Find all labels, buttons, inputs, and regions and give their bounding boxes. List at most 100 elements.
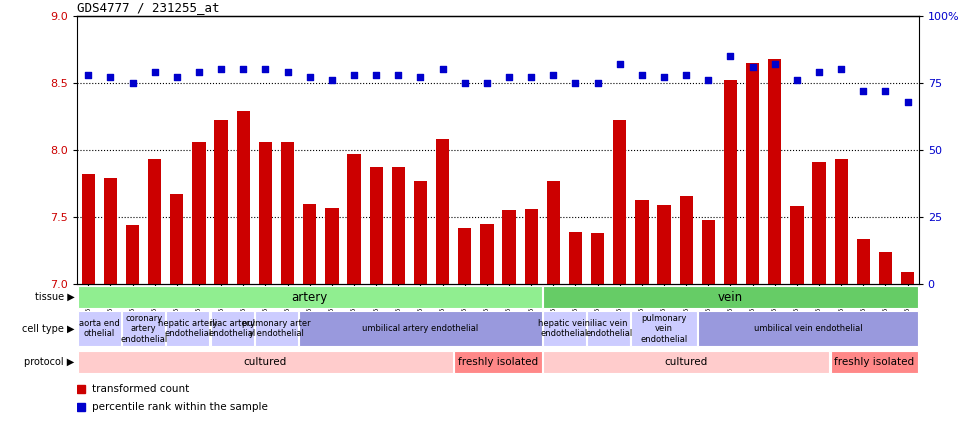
Point xyxy=(501,74,516,81)
Text: cultured: cultured xyxy=(244,357,287,367)
Bar xyxy=(568,232,582,284)
Point xyxy=(545,71,561,78)
Bar xyxy=(813,162,826,284)
Point xyxy=(169,74,184,81)
Bar xyxy=(392,168,405,284)
Bar xyxy=(104,178,117,284)
Point xyxy=(789,77,805,83)
Text: iliac vein
endothelial: iliac vein endothelial xyxy=(585,319,632,338)
Bar xyxy=(192,142,206,284)
Bar xyxy=(481,224,493,284)
Point xyxy=(678,71,694,78)
Bar xyxy=(587,311,630,346)
Bar xyxy=(214,121,228,284)
Point xyxy=(723,52,738,59)
Text: freshly isolated: freshly isolated xyxy=(457,357,538,367)
Bar xyxy=(166,311,209,346)
Point xyxy=(435,66,451,73)
Text: tissue ▶: tissue ▶ xyxy=(35,292,74,302)
Point xyxy=(856,88,871,94)
Bar xyxy=(702,220,715,284)
Point xyxy=(280,69,295,75)
Point xyxy=(634,71,649,78)
Bar xyxy=(82,174,95,284)
Point xyxy=(900,98,916,105)
Bar xyxy=(631,311,697,346)
Point xyxy=(567,80,583,86)
Bar xyxy=(455,351,541,374)
Bar xyxy=(613,121,626,284)
Point xyxy=(745,63,760,70)
Bar xyxy=(698,311,918,346)
Point xyxy=(346,71,362,78)
Text: aorta end
othelial: aorta end othelial xyxy=(79,319,120,338)
Bar xyxy=(78,351,453,374)
Bar xyxy=(259,142,272,284)
Point xyxy=(235,66,251,73)
Bar xyxy=(503,210,515,284)
Bar xyxy=(543,311,586,346)
Bar xyxy=(657,205,671,284)
Point xyxy=(523,74,538,81)
Bar xyxy=(790,206,804,284)
Bar xyxy=(123,311,165,346)
Bar xyxy=(78,311,121,346)
Bar xyxy=(125,225,139,284)
Point xyxy=(369,71,384,78)
Point xyxy=(812,69,827,75)
Text: cultured: cultured xyxy=(665,357,707,367)
Point xyxy=(124,80,140,86)
Bar xyxy=(679,195,693,284)
Text: transformed count: transformed count xyxy=(92,384,189,394)
Bar xyxy=(148,159,161,284)
Bar xyxy=(591,233,604,284)
Bar xyxy=(543,351,830,374)
Point xyxy=(612,60,627,67)
Point xyxy=(213,66,229,73)
Point xyxy=(590,80,605,86)
Point xyxy=(656,74,672,81)
Text: protocol ▶: protocol ▶ xyxy=(24,357,74,367)
Bar xyxy=(768,59,782,284)
Point xyxy=(767,60,783,67)
Bar xyxy=(78,286,541,308)
Point xyxy=(480,80,495,86)
Bar xyxy=(835,159,848,284)
Text: iliac artery
endothelial: iliac artery endothelial xyxy=(208,319,256,338)
Bar xyxy=(170,194,183,284)
Bar xyxy=(525,209,538,284)
Bar xyxy=(347,154,361,284)
Bar xyxy=(879,252,892,284)
Bar xyxy=(635,200,648,284)
Bar xyxy=(546,181,560,284)
Bar xyxy=(724,80,737,284)
Point xyxy=(147,69,162,75)
Bar xyxy=(414,181,427,284)
Bar xyxy=(255,311,298,346)
Bar xyxy=(458,228,471,284)
Text: pulmonary arter
y endothelial: pulmonary arter y endothelial xyxy=(242,319,311,338)
Bar xyxy=(325,208,339,284)
Point xyxy=(80,71,96,78)
Point xyxy=(413,74,428,81)
Text: umbilical artery endothelial: umbilical artery endothelial xyxy=(362,324,479,333)
Bar xyxy=(299,311,541,346)
Bar xyxy=(831,351,918,374)
Text: GDS4777 / 231255_at: GDS4777 / 231255_at xyxy=(77,2,220,14)
Point xyxy=(391,71,406,78)
Text: freshly isolated: freshly isolated xyxy=(835,357,915,367)
Text: pulmonary
vein
endothelial: pulmonary vein endothelial xyxy=(641,314,688,343)
Point xyxy=(191,69,207,75)
Bar xyxy=(901,272,914,284)
Bar xyxy=(281,142,294,284)
Bar xyxy=(436,139,450,284)
Point xyxy=(258,66,273,73)
Text: cell type ▶: cell type ▶ xyxy=(22,324,74,334)
Bar xyxy=(543,286,918,308)
Point xyxy=(878,88,894,94)
Text: umbilical vein endothelial: umbilical vein endothelial xyxy=(754,324,863,333)
Point xyxy=(302,74,317,81)
Point xyxy=(457,80,473,86)
Point xyxy=(102,74,118,81)
Bar xyxy=(857,239,870,284)
